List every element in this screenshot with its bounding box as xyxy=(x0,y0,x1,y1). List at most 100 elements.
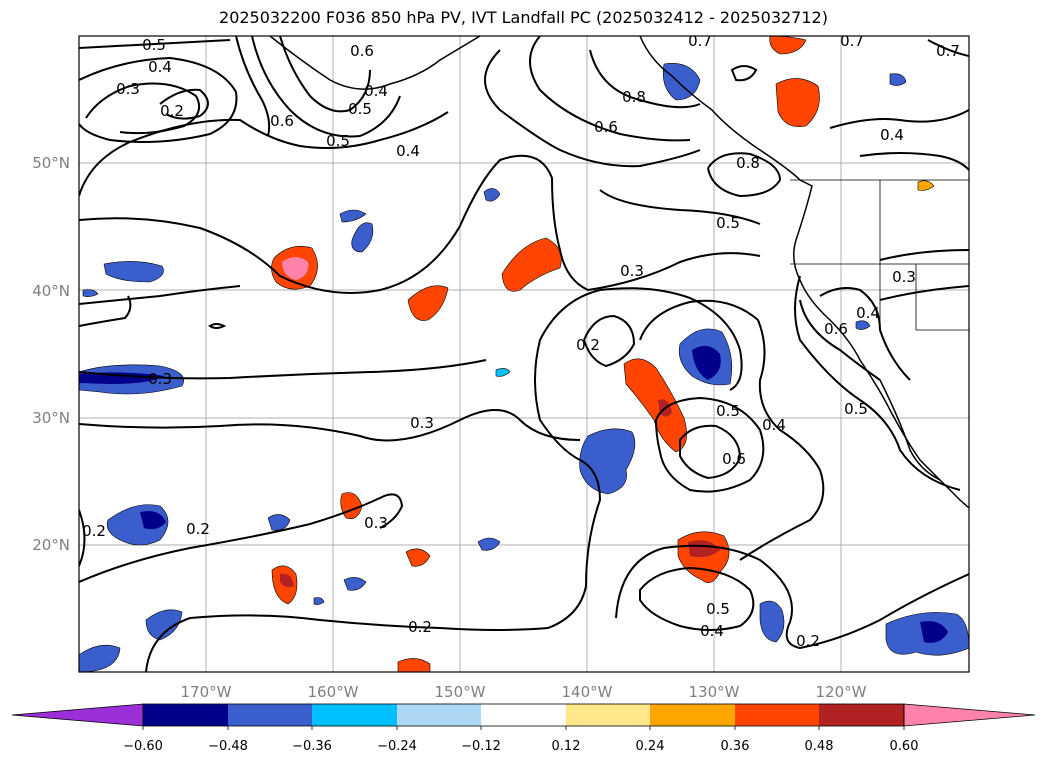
colorbar-segment xyxy=(566,704,650,726)
positive-anomaly-patch xyxy=(407,285,449,321)
latitude-labels: 50°N 40°N 30°N 20°N xyxy=(32,154,70,554)
coastlines xyxy=(269,36,969,509)
colorbar-segment xyxy=(397,704,481,726)
colorbar-segment xyxy=(819,704,904,726)
longitude-labels: 170°W 160°W 150°W 140°W 130°W 120°W xyxy=(181,683,867,701)
lon-label: 160°W xyxy=(308,683,359,701)
negative-anomaly-patch xyxy=(495,368,511,377)
contour-label: 0.5 xyxy=(716,214,740,232)
contour-label: 0.5 xyxy=(706,600,730,618)
contour-line xyxy=(615,544,969,650)
colorbar-ticks xyxy=(142,726,905,730)
positive-anomaly-patch xyxy=(280,573,294,588)
contour-line xyxy=(639,299,825,561)
negative-anomaly-patch xyxy=(579,428,636,495)
contour-line xyxy=(85,82,200,135)
positive-anomaly-patch xyxy=(405,548,431,567)
colorbar-segment xyxy=(228,704,312,726)
contour-line xyxy=(79,493,404,583)
contour-line xyxy=(79,295,132,327)
plot-frame xyxy=(78,35,970,673)
contour-label: 0.4 xyxy=(148,58,172,76)
negative-anomaly-patch xyxy=(313,597,325,605)
lat-label: 50°N xyxy=(32,154,70,172)
plot-area xyxy=(79,36,969,672)
contour-label: 0.2 xyxy=(576,336,600,354)
lat-label: 30°N xyxy=(32,409,70,427)
contour-line xyxy=(655,396,765,493)
positive-anomaly-patch xyxy=(623,358,687,453)
contour-line xyxy=(208,323,227,329)
contour-label: 0.4 xyxy=(700,622,724,640)
contour-label: 0.6 xyxy=(350,42,374,60)
negative-anomaly-patch xyxy=(103,261,164,283)
contour-label: 0.2 xyxy=(160,102,184,120)
contour-label: 0.3 xyxy=(410,414,434,432)
colorbar-tick-label: −0.36 xyxy=(292,739,332,754)
contour-line xyxy=(794,275,961,491)
contour-label: 0.5 xyxy=(348,100,372,118)
map-title: 2025032200 F036 850 hPa PV, IVT Landfall… xyxy=(219,8,828,27)
contour-label: 0.2 xyxy=(186,520,210,538)
contour-label: 0.4 xyxy=(880,126,904,144)
contour-line xyxy=(79,285,241,305)
colorbar-tick-label: 0.36 xyxy=(721,739,750,754)
contour-label: 0.7 xyxy=(936,42,960,60)
contour-label: 0.6 xyxy=(270,112,294,130)
negative-anomaly-patch xyxy=(759,600,785,643)
contour-line xyxy=(79,56,238,143)
contour-line xyxy=(79,509,86,567)
contour-line xyxy=(599,189,761,225)
negative-anomaly-patch xyxy=(339,209,367,223)
contour-line xyxy=(79,111,449,197)
colorbar-extend-left xyxy=(11,703,144,727)
contour-line xyxy=(879,249,969,261)
negative-anomaly-patch xyxy=(140,511,166,530)
negative-anomaly-patch xyxy=(343,577,367,591)
positive-anomaly-patch xyxy=(917,180,935,191)
colorbar-segment xyxy=(312,704,397,726)
contour-line xyxy=(534,287,743,587)
contour-line xyxy=(829,109,969,129)
contour-line xyxy=(730,65,758,82)
pv-shading xyxy=(79,36,969,672)
coastline-north-america xyxy=(639,36,969,509)
state-borders xyxy=(790,179,969,331)
negative-anomaly-patch xyxy=(889,73,907,86)
colorbar-tick-label: 0.48 xyxy=(805,739,834,754)
contour-line xyxy=(529,36,691,142)
contour-label: 0.4 xyxy=(856,304,880,322)
positive-anomaly-patch xyxy=(775,78,820,127)
positive-anomaly-patch xyxy=(282,257,309,280)
contour-label: 0.8 xyxy=(736,154,760,172)
contour-label: 0.5 xyxy=(844,400,868,418)
positive-anomaly-patch xyxy=(688,540,720,558)
contour-line xyxy=(279,36,371,113)
negative-anomaly-patch xyxy=(79,372,165,384)
contour-label: 0.2 xyxy=(796,632,820,650)
lat-label: 40°N xyxy=(32,282,70,300)
colorbar: −0.60 −0.48 −0.36 −0.24 −0.12 0.12 0.24 … xyxy=(11,703,1036,754)
contour-line xyxy=(707,152,782,198)
lon-label: 170°W xyxy=(181,683,232,701)
contour-label: 0.5 xyxy=(716,402,740,420)
colorbar-tick-label: −0.12 xyxy=(461,739,501,754)
contour-line xyxy=(145,585,587,672)
lon-label: 130°W xyxy=(689,683,740,701)
contour-label: 0.2 xyxy=(82,522,106,540)
contour-line xyxy=(251,36,401,138)
colorbar-tick-label: −0.24 xyxy=(377,739,417,754)
lat-label: 20°N xyxy=(32,536,70,554)
positive-anomaly-patch xyxy=(769,36,807,55)
contour-line xyxy=(679,424,742,480)
negative-anomaly-patch xyxy=(692,345,721,380)
contour-labels: 0.5 0.4 0.3 0.2 0.6 0.5 0.4 0.7 0.8 0.6 … xyxy=(82,32,960,650)
colorbar-frame xyxy=(142,703,905,727)
colorbar-segment xyxy=(650,704,735,726)
lon-label: 150°W xyxy=(435,683,486,701)
negative-anomaly-patch xyxy=(267,514,291,531)
contour-label: 0.7 xyxy=(688,32,712,50)
contour-label: 0.8 xyxy=(622,88,646,106)
contour-label: 0.6 xyxy=(722,450,746,468)
